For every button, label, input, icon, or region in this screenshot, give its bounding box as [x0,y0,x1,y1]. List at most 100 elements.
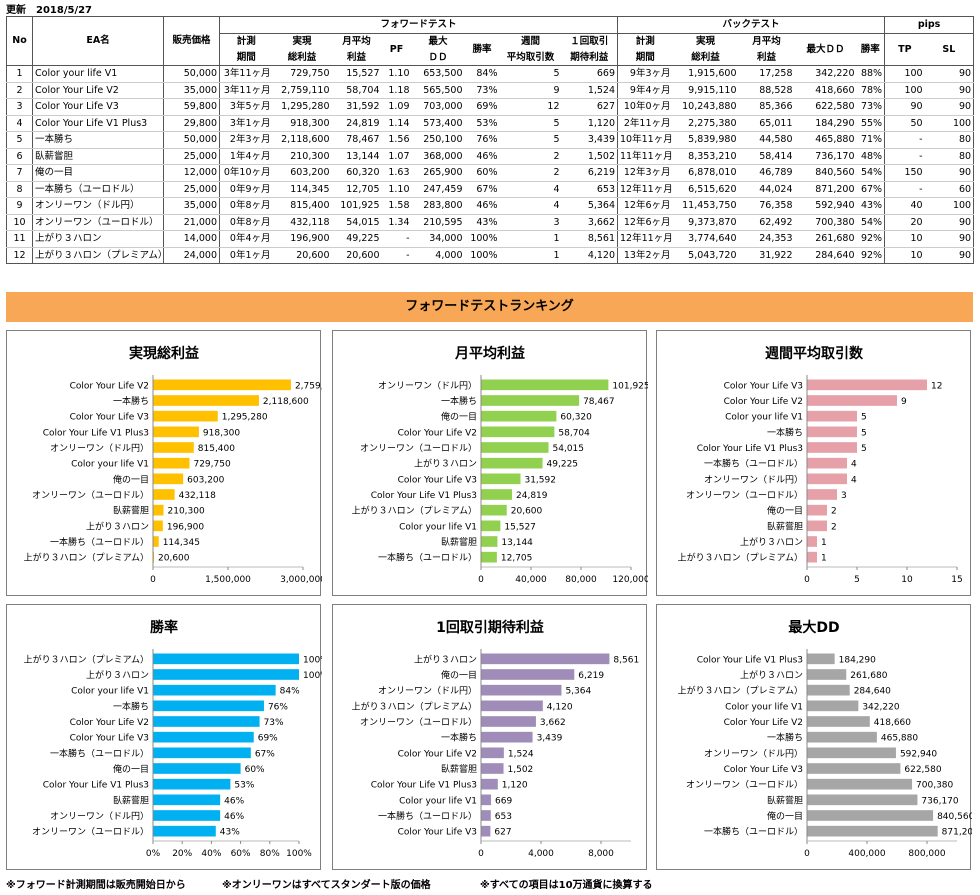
table-cell: 92% [856,230,886,248]
data-label: 1 [821,554,827,564]
header-ea: EA名 [32,16,164,66]
table-cell: 12 [499,98,562,116]
table-cell: Color your life V1 [32,65,164,83]
table-cell: 60 [924,181,975,198]
bar [153,684,276,696]
data-label: 210,300 [168,507,205,517]
table-cell: 25,000 [163,148,220,165]
category-label: オンリーワン（ドル円） [50,443,149,454]
bar [481,410,557,422]
table-cell: 一本勝ち [32,131,164,149]
bar [481,395,580,406]
bar [481,426,555,438]
data-label: 43% [220,828,240,838]
table-cell: 31,592 [331,98,382,116]
chart-title: 最大DD [788,619,839,636]
table-cell: 603,200 [272,164,332,182]
update-date: 2018/5/27 [36,5,93,16]
tick-label: 3,000,000 [280,575,322,585]
table-cell: 0年4ヶ月 [219,230,273,248]
bar [153,536,159,547]
data-label: 69% [258,734,278,744]
table-cell: 34,000 [411,230,465,248]
tick-label: 100% [286,849,312,859]
table-cell: 55% [856,115,886,132]
table-cell: 100 [924,115,975,132]
table-cell: 653,500 [411,65,465,83]
table-cell: - [381,247,412,264]
data-label: 840,560 [937,812,972,822]
category-label: オンリーワン（ドル円） [378,686,477,697]
data-label: 84% [280,687,300,697]
data-label: 100% [303,671,322,681]
data-label: 78,467 [583,397,615,407]
table-cell: 261,680 [794,230,857,248]
header-fwd-monthly-1: 月平均 [342,36,371,47]
data-label: 58,704 [558,428,590,438]
table-cell: 20 [884,214,925,231]
header-fwd-expect-1: １回取引 [561,33,619,50]
data-label: 114,345 [163,538,200,548]
ranking-banner: フォワードテストランキング [6,292,973,322]
table-cell: 12年6ヶ月 [617,197,673,215]
category-label: 一本勝ち [767,732,803,744]
table-row: 6 臥薪嘗胆 25,000 1年4ヶ月 210,300 13,144 1.07 368,000… [6,148,975,165]
bar [807,810,934,821]
table-cell: 60,320 [331,164,382,182]
bar [153,825,216,837]
table-cell: - [884,148,925,165]
table-cell: 265,900 [411,164,465,182]
header-back-period-1: 計測 [635,36,655,47]
table-cell: 35,000 [163,197,220,215]
data-label: 432,118 [179,491,216,501]
bar [807,504,827,516]
bar [807,700,859,712]
table-cell: 54% [856,214,886,231]
header-fwd-period-2: 期間 [219,49,273,66]
table-row: 7 俺の一目 12,000 0年10ヶ月 603,200 60,320 1.63 265,90… [6,164,975,182]
data-label: 60% [245,765,265,775]
category-label: Color your life V1 [725,702,803,712]
table-cell: 24,819 [331,115,382,132]
bar [153,653,299,665]
category-label: Color Your Life V2 [724,397,803,407]
table-cell: 0年8ヶ月 [219,197,273,215]
chart-panel-total-profit: 実現総利益 Color Your Life V2 2,759,110 一本勝ち 2,11… [6,330,322,596]
table-body: 1 Color your life V1 50,000 3年11ヶ月 729,750 15… [6,65,975,264]
category-label: 一本勝ち [441,395,477,407]
bar [153,794,221,806]
table-cell: 2,118,600 [272,131,332,149]
table-cell: 729,750 [272,65,332,83]
table-cell: 368,000 [411,148,465,165]
data-label: 24,819 [516,491,548,501]
bar [153,731,254,743]
update-info: 更新 2018/5/27 [6,1,102,16]
table-cell: 90 [924,230,975,248]
table-cell: 0年10ヶ月 [219,164,273,182]
data-label: 5 [861,428,867,438]
data-label: 46% [224,812,244,822]
table-cell: 4 [6,115,33,132]
category-label: 臥薪嘗胆 [767,520,803,532]
category-label: 上がり３ハロン [740,536,803,548]
table-cell: 418,660 [794,82,857,99]
bar [807,684,850,696]
bar [153,520,163,532]
table-cell: 5 [499,115,562,132]
tick-label: 15 [951,575,962,585]
table-cell: 12年11ヶ月 [617,181,673,198]
data-label: 67% [255,749,275,759]
table-cell: 13,144 [331,148,382,165]
table-cell: 1,915,600 [672,65,739,83]
table-cell: 76% [464,131,500,149]
table-row: 2 Color Your Life V2 35,000 3年11ヶ月 2,759,110… [6,82,975,99]
table-cell: 5,839,980 [672,131,739,149]
table-cell: 1.34 [381,214,412,231]
category-label: 一本勝ち（ユーロドル） [704,458,803,470]
table-cell: 13年2ヶ月 [617,247,673,264]
category-label: Color Your Life V1 Plus3 [371,491,477,501]
table-cell: 815,400 [272,197,332,215]
table-cell: 1.56 [381,131,412,149]
